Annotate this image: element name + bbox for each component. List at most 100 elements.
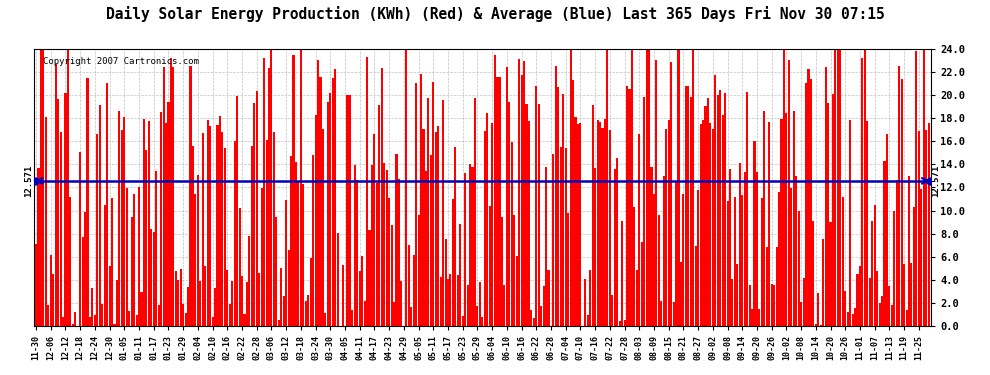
Bar (376, 183, 378, 326)
Bar (621, 221, 623, 326)
Bar (285, 200, 287, 326)
Bar (99, 105, 101, 326)
Bar (844, 291, 846, 326)
Bar (229, 304, 231, 326)
Bar (778, 192, 780, 326)
Bar (557, 87, 559, 326)
Bar (141, 292, 143, 326)
Bar (700, 124, 702, 326)
Bar (246, 282, 248, 326)
Bar (157, 305, 159, 326)
Bar (876, 270, 878, 326)
Bar (466, 285, 468, 326)
Bar (469, 164, 471, 326)
Bar (172, 67, 174, 326)
Bar (712, 129, 714, 326)
Bar (199, 281, 201, 326)
Bar (295, 162, 297, 326)
Bar (320, 76, 322, 326)
Bar (866, 121, 868, 326)
Bar (67, 49, 69, 326)
Bar (150, 229, 152, 326)
Bar (685, 86, 687, 326)
Bar (599, 122, 601, 326)
Bar (773, 285, 775, 326)
Bar (881, 296, 883, 326)
Bar (278, 320, 280, 326)
Bar (506, 68, 508, 326)
Bar (758, 309, 760, 326)
Bar (317, 60, 319, 326)
Bar (94, 315, 96, 326)
Bar (388, 198, 390, 326)
Bar (104, 205, 106, 326)
Bar (660, 301, 662, 326)
Bar (138, 187, 140, 326)
Bar (644, 97, 645, 326)
Bar (464, 173, 466, 326)
Bar (541, 306, 543, 326)
Bar (657, 215, 660, 326)
Bar (234, 141, 236, 326)
Bar (165, 123, 167, 326)
Bar (400, 281, 403, 326)
Bar (901, 79, 903, 326)
Bar (798, 211, 800, 326)
Bar (253, 104, 255, 326)
Bar (386, 170, 388, 326)
Bar (474, 98, 476, 326)
Bar (842, 197, 843, 326)
Bar (795, 176, 797, 326)
Bar (459, 224, 461, 326)
Bar (348, 95, 351, 326)
Bar (179, 269, 182, 326)
Bar (454, 147, 456, 326)
Bar (162, 68, 164, 326)
Bar (695, 246, 697, 326)
Bar (476, 306, 478, 326)
Bar (451, 199, 454, 326)
Bar (739, 163, 741, 326)
Bar (682, 194, 684, 326)
Bar (297, 182, 299, 326)
Bar (513, 214, 515, 326)
Bar (209, 126, 211, 326)
Bar (119, 111, 121, 326)
Bar (672, 302, 674, 326)
Bar (430, 155, 432, 326)
Text: 12.571: 12.571 (24, 165, 34, 197)
Bar (702, 120, 704, 326)
Bar (479, 282, 481, 326)
Bar (310, 258, 312, 326)
Bar (562, 94, 564, 326)
Bar (854, 308, 856, 326)
Bar (531, 310, 533, 326)
Bar (72, 324, 74, 326)
Bar (732, 279, 734, 326)
Bar (378, 105, 380, 326)
Bar (227, 270, 229, 326)
Bar (260, 188, 262, 326)
Bar (564, 148, 566, 326)
Bar (742, 195, 743, 326)
Bar (207, 120, 209, 326)
Bar (496, 77, 498, 326)
Bar (446, 279, 449, 326)
Bar (636, 270, 638, 326)
Bar (925, 130, 928, 326)
Bar (81, 237, 84, 326)
Bar (148, 121, 149, 326)
Bar (305, 301, 307, 326)
Bar (391, 225, 393, 326)
Bar (40, 49, 42, 326)
Bar (719, 90, 722, 326)
Bar (325, 313, 327, 326)
Bar (202, 133, 204, 326)
Bar (204, 266, 206, 326)
Bar (481, 317, 483, 326)
Bar (913, 207, 915, 326)
Bar (461, 316, 463, 326)
Bar (121, 130, 123, 326)
Bar (438, 126, 440, 326)
Bar (609, 130, 611, 326)
